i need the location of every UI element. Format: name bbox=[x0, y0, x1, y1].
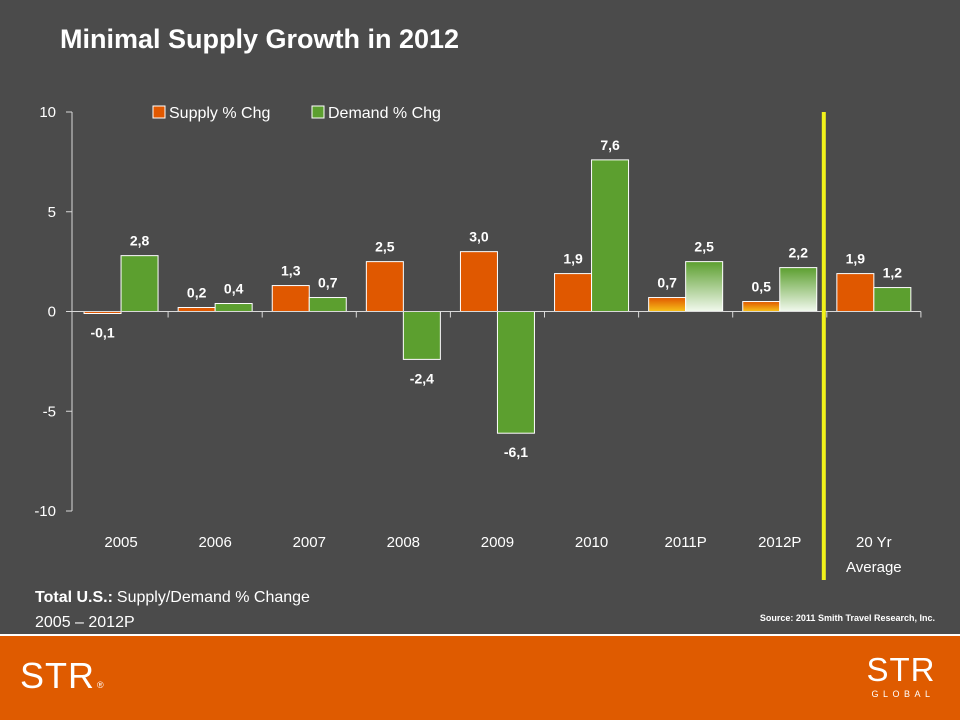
data-label-supply: 0,5 bbox=[752, 279, 772, 295]
bar-supply-2012p bbox=[742, 301, 781, 312]
x-tick-label: 2007 bbox=[293, 534, 326, 551]
x-tick-label: 2010 bbox=[575, 534, 608, 551]
bar-supply-2007 bbox=[271, 285, 310, 313]
bar-supply-2011p bbox=[648, 297, 687, 313]
str-global-logo: STR GLOBAL bbox=[864, 652, 938, 700]
legend-swatch-demand bbox=[311, 105, 325, 119]
data-label-supply: 2,5 bbox=[375, 239, 395, 255]
legend: Supply % Chg Demand % Chg bbox=[152, 105, 441, 122]
str-logo: STR ® bbox=[20, 656, 104, 705]
data-label-supply: 1,3 bbox=[281, 263, 301, 279]
chart-notes: Total U.S.: Supply/Demand % Change 2005 –… bbox=[35, 585, 310, 635]
data-label-supply: 3,0 bbox=[469, 229, 489, 245]
source-note: Source: 2011 Smith Travel Research, Inc. bbox=[759, 613, 935, 623]
bar-supply-2009 bbox=[459, 251, 498, 312]
str-global-logo-text: STR bbox=[866, 651, 936, 688]
x-tick-label: 2009 bbox=[481, 534, 514, 551]
footer-divider bbox=[0, 634, 960, 636]
x-tick-label: 2012P bbox=[758, 534, 801, 551]
str-logo-text: STR bbox=[20, 655, 95, 696]
slide-title: Minimal Supply Growth in 2012 bbox=[60, 24, 460, 54]
y-tick-label: 0 bbox=[48, 304, 56, 321]
data-label-demand: 2,5 bbox=[694, 239, 714, 255]
bar-demand-2010 bbox=[591, 159, 630, 312]
bar-supply-2008 bbox=[365, 261, 404, 312]
plot-area: -0,1 2,8 0,2 0,4 1,3 0,7 2,5 -2,4 3,0 -6,1 1,9 7,6 0… bbox=[34, 104, 922, 580]
bar-demand-2008 bbox=[402, 311, 441, 360]
y-tick-label: 10 bbox=[39, 104, 56, 121]
data-label-demand: 2,2 bbox=[789, 245, 809, 261]
notes-description: Supply/Demand % Change bbox=[116, 589, 310, 606]
data-label-demand: -6,1 bbox=[504, 444, 528, 460]
data-label-supply: 0,2 bbox=[187, 285, 207, 301]
bar-demand-2012p bbox=[779, 267, 818, 312]
bar-chart: -0,1 2,8 0,2 0,4 1,3 0,7 2,5 -2,4 3,0 -6,1 1,9 7,6 0… bbox=[34, 104, 922, 580]
notes-line-1: Total U.S.: Supply/Demand % Change bbox=[35, 585, 310, 610]
data-label-demand: -2,4 bbox=[410, 370, 434, 386]
bar-supply-2006 bbox=[177, 307, 216, 313]
data-label-supply: 0,7 bbox=[657, 275, 677, 291]
footer-bar: STR ® STR GLOBAL bbox=[0, 636, 960, 720]
notes-range: 2005 – 2012P bbox=[35, 614, 135, 631]
legend-label-demand: Demand % Chg bbox=[328, 105, 441, 122]
data-label-demand: 7,6 bbox=[600, 137, 620, 153]
data-label-demand: 2,8 bbox=[130, 233, 150, 249]
notes-region: Total U.S.: bbox=[35, 589, 113, 606]
data-label-demand: 0,7 bbox=[318, 275, 338, 291]
x-tick-label: 2005 bbox=[104, 534, 137, 551]
bar-demand-2011p bbox=[685, 261, 724, 312]
bar-supply-2010 bbox=[554, 273, 593, 312]
x-tick-label: 2008 bbox=[387, 534, 420, 551]
x-tick-label: 2006 bbox=[198, 534, 231, 551]
data-label-supply: 1,9 bbox=[846, 251, 866, 267]
x-tick-label: 2011P bbox=[665, 534, 707, 551]
bar-demand-2006 bbox=[214, 303, 253, 312]
bar-demand-20-yr-average bbox=[873, 287, 912, 312]
legend-label-supply: Supply % Chg bbox=[169, 105, 270, 122]
legend-swatch-supply bbox=[152, 105, 166, 119]
registered-mark: ® bbox=[97, 680, 104, 690]
data-label-demand: 1,2 bbox=[883, 265, 903, 281]
data-label-supply: -0,1 bbox=[90, 324, 114, 340]
bar-demand-2005 bbox=[120, 255, 159, 312]
y-tick-label: -5 bbox=[43, 403, 56, 420]
data-label-demand: 0,4 bbox=[224, 281, 244, 297]
y-tick-label: 5 bbox=[48, 204, 56, 221]
str-global-logo-subtext: GLOBAL bbox=[871, 689, 935, 699]
bar-supply-20-yr-average bbox=[836, 273, 875, 312]
bar-demand-2007 bbox=[308, 297, 347, 313]
data-label-supply: 1,9 bbox=[563, 251, 583, 267]
bar-demand-2009 bbox=[496, 311, 535, 434]
x-tick-label: 20 Yr Average bbox=[846, 534, 902, 576]
y-tick-label: -10 bbox=[34, 503, 56, 520]
